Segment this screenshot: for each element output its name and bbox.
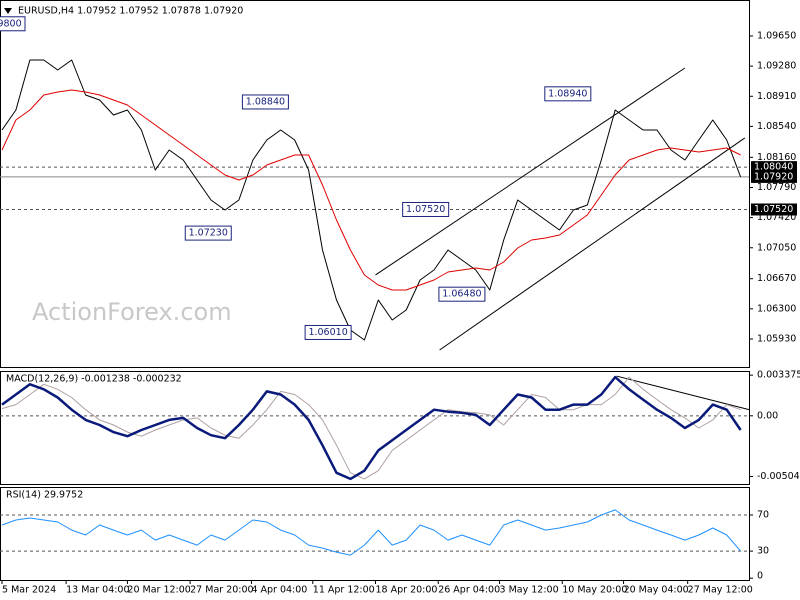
y-tick-label: 30 (757, 546, 769, 557)
x-tick-label: 20 Mar 12:00 (127, 585, 190, 596)
annotation-label: 1.08840 (246, 96, 285, 107)
y-tick-label: 0.00 (757, 410, 778, 421)
annotation-box (402, 201, 450, 217)
annotation-label: 1.07230 (189, 228, 228, 239)
x-tick-label: 10 May 20:00 (562, 585, 627, 596)
x-tick-label: 18 Apr 20:00 (376, 585, 438, 596)
annotation-box (544, 86, 592, 102)
x-tick-label: 26 Apr 04:00 (438, 585, 500, 596)
y-tick-label: 1.06670 (757, 273, 796, 284)
annotation-label: 1.07520 (406, 204, 445, 215)
x-tick-label: 27 May 12:00 (688, 585, 753, 596)
x-tick-label: 27 Mar 20:00 (190, 585, 253, 596)
x-tick-label: 4 Apr 04:00 (251, 585, 307, 596)
y-tick-label: 70 (757, 509, 769, 520)
y-tick-label: -0.00504 (757, 471, 800, 482)
y-tick-label: 0.003375 (757, 370, 800, 381)
panel-frame (0, 371, 750, 485)
panel-title: MACD(12,26,9) -0.001238 -0.000232 (6, 374, 182, 385)
price-label: 1.08040 (754, 162, 793, 173)
y-tick-label: 1.08160 (757, 152, 796, 163)
annotation-label: 1.08940 (548, 88, 587, 99)
trendline (616, 375, 750, 411)
series-line (1, 375, 742, 481)
y-tick-label: 1.06300 (757, 303, 796, 314)
x-tick-label: 20 May 04:00 (624, 585, 689, 596)
annotation-box (438, 286, 486, 302)
annotation-box (0, 16, 26, 32)
annotation-label: 1.06480 (442, 289, 481, 300)
y-tick-label: 1.07420 (757, 212, 796, 223)
x-tick-label: 13 Mar 04:00 (66, 585, 129, 596)
price-label: 1.07520 (754, 204, 793, 215)
x-tick-label: 5 Mar 2024 (2, 585, 56, 596)
price-label-box (751, 161, 797, 174)
y-tick-label: 1.09280 (757, 61, 796, 72)
y-tick-label: 1.08910 (757, 91, 796, 102)
panel-frame (0, 0, 750, 368)
watermark: ActionForex.com (32, 298, 232, 326)
price-label: 1.07920 (754, 171, 793, 182)
annotation-box (304, 324, 352, 340)
series-line (1, 89, 741, 291)
annotation-box (184, 225, 232, 241)
annotation-box (241, 94, 289, 110)
menu-arrow[interactable] (4, 8, 12, 14)
y-tick-label: 0 (757, 571, 763, 582)
trendline (439, 137, 746, 351)
price-label-box (751, 170, 797, 183)
series-line (1, 59, 742, 341)
y-tick-label: 1.05930 (757, 333, 796, 344)
y-tick-label: 1.07790 (757, 182, 796, 193)
panel-title: RSI(14) 29.9752 (6, 490, 83, 501)
x-tick-label: 3 May 12:00 (500, 585, 559, 596)
series-line (1, 376, 741, 480)
series-line (1, 509, 741, 556)
y-tick-label: 1.08540 (757, 121, 796, 132)
y-tick-label: 1.07050 (757, 242, 796, 253)
x-tick-label: 11 Apr 12:00 (313, 585, 375, 596)
annotation-label: 1.06010 (308, 327, 347, 338)
price-label-box (751, 203, 797, 216)
trendline (375, 67, 686, 276)
y-tick-label: 1.09650 (757, 30, 796, 41)
panel-title: EURUSD,H4 1.07952 1.07952 1.07878 1.0792… (18, 6, 243, 17)
